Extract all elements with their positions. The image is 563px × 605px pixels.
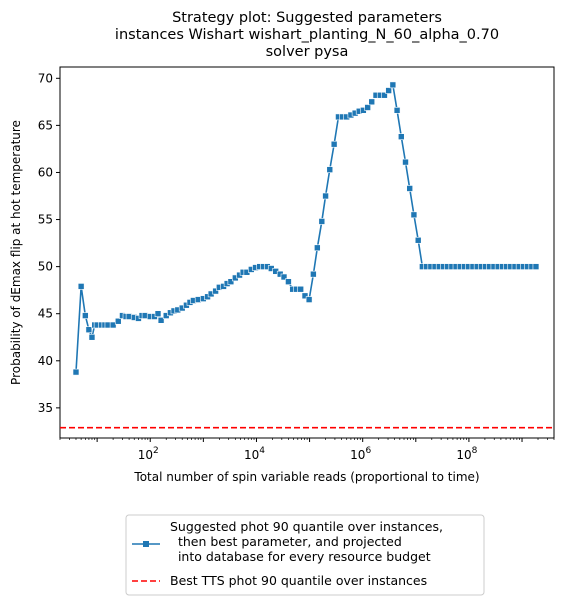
y-tick-label: 60: [38, 165, 53, 179]
data-point: [285, 279, 291, 285]
data-point: [155, 311, 161, 317]
legend-label-best-tts: Best TTS phot 90 quantile over instances: [170, 573, 427, 588]
data-point: [386, 88, 392, 94]
y-tick-label: 35: [38, 401, 53, 415]
x-axis-ticks: 102 104 106 108: [60, 438, 554, 462]
legend-swatch-suggested-marker: [143, 541, 149, 547]
chart-title-line: instances Wishart wishart_planting_N_60_…: [115, 27, 499, 43]
data-point: [403, 159, 409, 165]
data-point: [331, 141, 337, 147]
data-point: [82, 313, 88, 319]
y-tick-label: 45: [38, 307, 53, 321]
data-point: [327, 167, 333, 173]
data-point: [89, 334, 95, 340]
x-tick-base: 10: [456, 448, 471, 462]
x-tick-exponent: 6: [365, 446, 371, 456]
x-axis-label: Total number of spin variable reads (pro…: [133, 470, 479, 484]
x-tick-exponent: 4: [259, 446, 265, 456]
data-point: [73, 369, 79, 375]
legend: Suggested phot 90 quantile over instance…: [126, 515, 484, 595]
x-tick-base: 10: [244, 448, 259, 462]
data-point: [314, 245, 320, 251]
y-tick-label: 70: [38, 71, 53, 85]
data-point: [115, 318, 121, 324]
data-point: [369, 99, 375, 105]
y-tick-label: 40: [38, 354, 53, 368]
chart-title-line: solver pysa: [266, 44, 349, 60]
data-point: [407, 185, 413, 191]
y-axis-label: Probability of dEmax flip at hot tempera…: [9, 120, 23, 385]
data-point: [411, 212, 417, 218]
data-point: [398, 134, 404, 140]
data-point: [319, 218, 325, 224]
plot-area-frame: [60, 67, 554, 438]
series-group: [73, 82, 539, 375]
x-tick-label: 108: [456, 446, 477, 462]
data-point: [390, 82, 396, 88]
data-point: [415, 237, 421, 243]
data-point: [310, 271, 316, 277]
y-tick-label: 50: [38, 260, 53, 274]
data-point: [306, 297, 312, 303]
data-point: [323, 193, 329, 199]
chart-title-line: Strategy plot: Suggested parameters: [172, 10, 442, 26]
x-tick-base: 10: [138, 448, 153, 462]
x-tick-label: 102: [138, 446, 159, 462]
data-point: [394, 107, 400, 113]
data-point: [298, 286, 304, 292]
y-tick-label: 55: [38, 213, 53, 227]
y-tick-label: 65: [38, 118, 53, 132]
x-tick-exponent: 2: [153, 446, 159, 456]
x-tick-base: 10: [350, 448, 365, 462]
data-point: [533, 264, 539, 270]
data-point: [86, 327, 92, 333]
data-point: [365, 104, 371, 110]
y-axis-ticks: 35 40 45 50 55 60 65 70: [38, 71, 60, 415]
chart-title: Strategy plot: Suggested parametersinsta…: [115, 10, 499, 60]
x-tick-label: 106: [350, 446, 371, 462]
series-line: [76, 85, 536, 372]
data-point: [78, 283, 84, 289]
x-tick-label: 104: [244, 446, 265, 462]
x-tick-exponent: 8: [472, 446, 478, 456]
